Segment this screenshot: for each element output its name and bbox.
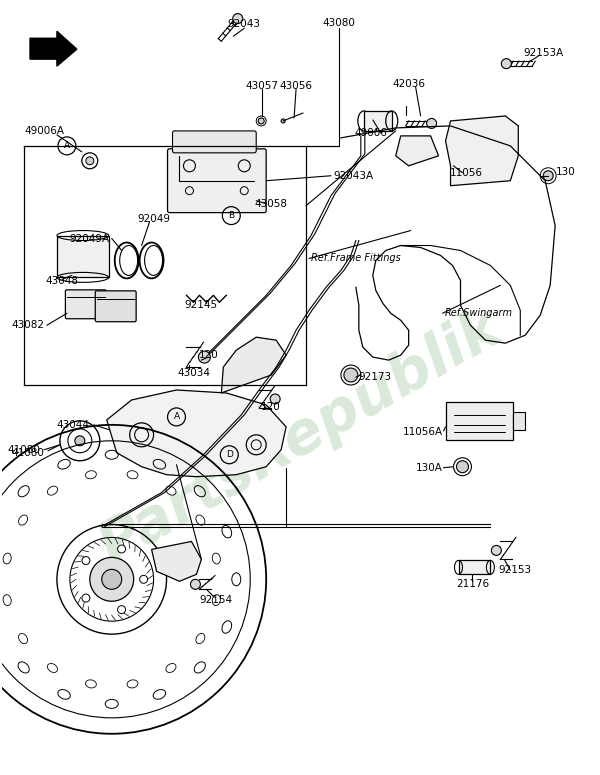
Polygon shape xyxy=(107,390,286,477)
Text: 92049A: 92049A xyxy=(70,233,110,243)
FancyBboxPatch shape xyxy=(173,131,256,153)
Text: 43044: 43044 xyxy=(57,420,90,430)
Circle shape xyxy=(86,157,94,165)
Bar xyxy=(514,412,525,430)
Circle shape xyxy=(281,119,285,123)
Polygon shape xyxy=(152,542,202,581)
Text: 11056: 11056 xyxy=(450,167,483,177)
Circle shape xyxy=(344,368,358,382)
Circle shape xyxy=(82,594,90,602)
Circle shape xyxy=(140,575,148,584)
Text: 43058: 43058 xyxy=(254,198,287,208)
Polygon shape xyxy=(221,337,286,393)
FancyBboxPatch shape xyxy=(95,291,136,322)
Circle shape xyxy=(118,605,125,614)
Text: 130: 130 xyxy=(556,167,576,177)
Text: PartsRepublik: PartsRepublik xyxy=(89,299,512,576)
Circle shape xyxy=(457,461,469,473)
FancyBboxPatch shape xyxy=(65,290,106,319)
Text: 92153: 92153 xyxy=(499,565,532,575)
Text: 92043A: 92043A xyxy=(333,170,373,181)
Text: Ref.Swingarm: Ref.Swingarm xyxy=(445,308,512,319)
Circle shape xyxy=(75,436,85,446)
Bar xyxy=(446,402,514,440)
Circle shape xyxy=(102,570,122,589)
Text: 92153A: 92153A xyxy=(523,48,563,58)
Polygon shape xyxy=(396,136,439,166)
Circle shape xyxy=(543,170,553,181)
Text: 92173: 92173 xyxy=(359,372,392,382)
Text: 43056: 43056 xyxy=(280,81,313,91)
Bar xyxy=(364,111,392,131)
Text: 41080: 41080 xyxy=(11,448,44,458)
Text: 41080: 41080 xyxy=(7,445,40,455)
Text: 43034: 43034 xyxy=(178,368,211,378)
Text: 42036: 42036 xyxy=(392,79,425,89)
Circle shape xyxy=(82,556,90,564)
Circle shape xyxy=(199,351,211,363)
Circle shape xyxy=(118,545,125,553)
Text: 130A: 130A xyxy=(416,463,443,473)
Text: 43080: 43080 xyxy=(322,19,355,29)
Circle shape xyxy=(491,546,502,556)
Text: 43057: 43057 xyxy=(245,81,278,91)
Text: 92049: 92049 xyxy=(137,214,170,224)
Bar xyxy=(57,236,109,277)
Text: A: A xyxy=(64,141,70,150)
Text: 92043: 92043 xyxy=(228,19,261,29)
Text: Ref.Frame Fittings: Ref.Frame Fittings xyxy=(311,253,401,264)
Circle shape xyxy=(502,59,511,69)
Text: 120: 120 xyxy=(199,350,218,360)
FancyBboxPatch shape xyxy=(167,149,266,212)
Circle shape xyxy=(190,580,200,589)
Polygon shape xyxy=(446,116,518,186)
Circle shape xyxy=(90,557,134,601)
Text: B: B xyxy=(228,211,235,220)
Text: 21176: 21176 xyxy=(456,579,489,589)
Text: 49006A: 49006A xyxy=(24,126,64,136)
Bar xyxy=(458,560,490,574)
Text: 49006: 49006 xyxy=(355,128,387,138)
Text: 43048: 43048 xyxy=(46,277,79,287)
Text: 92145: 92145 xyxy=(185,300,218,310)
Text: 11056A: 11056A xyxy=(403,427,443,437)
Circle shape xyxy=(258,118,264,124)
Polygon shape xyxy=(30,31,77,66)
Circle shape xyxy=(233,14,243,23)
Text: 43082: 43082 xyxy=(11,320,44,330)
Circle shape xyxy=(427,119,437,129)
Circle shape xyxy=(270,394,280,404)
Text: 92154: 92154 xyxy=(200,595,233,605)
Text: 120: 120 xyxy=(261,402,281,412)
Text: A: A xyxy=(173,412,179,422)
Text: D: D xyxy=(226,450,233,460)
